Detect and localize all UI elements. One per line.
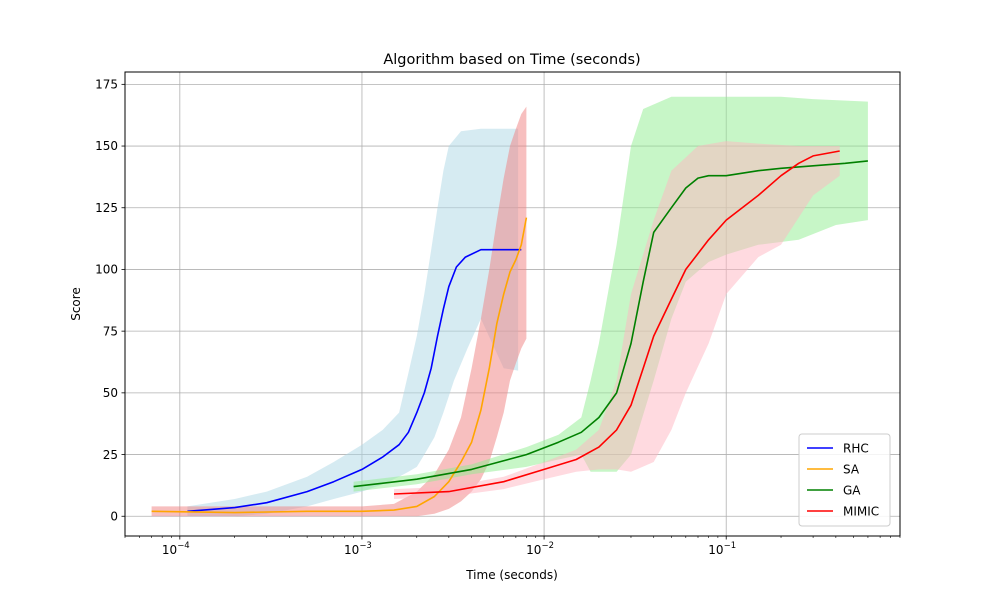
y-tick-label: 125 <box>95 201 118 215</box>
y-axis-label: Score <box>69 287 83 321</box>
band-layer <box>151 96 868 517</box>
line-layer <box>151 150 868 514</box>
chart-title: Algorithm based on Time (seconds) <box>383 52 640 68</box>
legend-label-mimic: MIMIC <box>843 504 879 518</box>
plot-frame <box>124 71 901 537</box>
mimic-line <box>393 150 840 495</box>
y-tick-label: 175 <box>95 78 118 92</box>
tick-layer: 0 25 50 75 100 125 150 175 10−4 10−3 10−2 10−1 <box>95 78 901 557</box>
y-tick-label: 150 <box>95 139 118 153</box>
x-tick-label: 10−1 <box>708 541 736 557</box>
x-axis-label: Time (seconds) <box>465 568 558 582</box>
y-tick-label: 100 <box>95 263 118 277</box>
rhc-band <box>187 128 519 517</box>
legend-box <box>798 433 891 527</box>
y-tick-label: 75 <box>103 324 118 338</box>
rhc-line <box>187 248 522 513</box>
y-tick-label: 25 <box>103 448 118 462</box>
y-tick-label: 50 <box>103 386 118 400</box>
sa-line <box>151 217 528 514</box>
mimic-band <box>394 141 840 499</box>
legend-label-ga: GA <box>843 483 861 497</box>
x-tick-label: 10−4 <box>162 541 190 557</box>
legend-label-sa: SA <box>843 462 860 476</box>
x-tick-label: 10−2 <box>526 541 554 557</box>
ga-line <box>353 160 868 488</box>
legend-label-rhc: RHC <box>843 441 869 455</box>
y-tick-label: 0 <box>110 509 118 523</box>
legend: RHC SA GA MIMIC <box>798 433 891 527</box>
x-tick-label: 10−3 <box>344 541 372 557</box>
